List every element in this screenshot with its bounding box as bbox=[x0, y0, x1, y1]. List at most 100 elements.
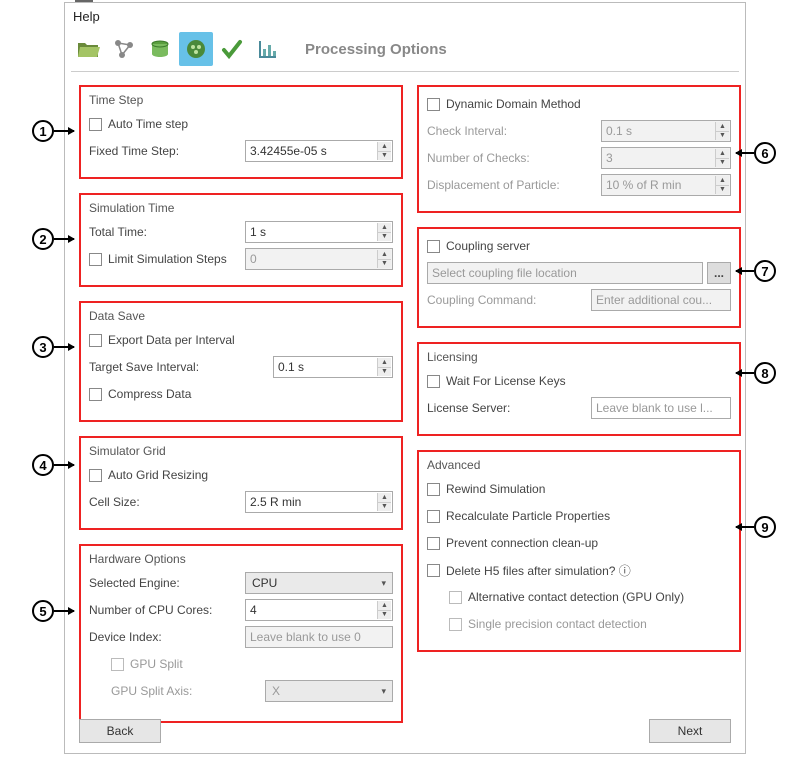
chart-icon[interactable] bbox=[251, 32, 285, 66]
spin-down: ▼ bbox=[715, 131, 729, 141]
delete-h5-label: Delete H5 files after simulation? ⓘ bbox=[446, 562, 731, 579]
rewind-label: Rewind Simulation bbox=[446, 482, 731, 496]
delete-h5-checkbox[interactable] bbox=[427, 564, 440, 577]
value: 0 bbox=[250, 252, 257, 266]
arrow-icon bbox=[54, 610, 74, 612]
displacement-label: Displacement of Particle: bbox=[427, 178, 601, 192]
engine-select[interactable]: CPU ▾ bbox=[245, 572, 393, 594]
open-icon[interactable] bbox=[71, 32, 105, 66]
spin-down[interactable]: ▼ bbox=[377, 502, 391, 512]
engine-label: Selected Engine: bbox=[89, 576, 245, 590]
spin-up: ▲ bbox=[377, 250, 391, 259]
spin-down[interactable]: ▼ bbox=[377, 610, 391, 620]
spin-down: ▼ bbox=[715, 158, 729, 168]
group-ddm: Dynamic Domain Method Check Interval: 0.… bbox=[417, 85, 741, 213]
fixed-timestep-input[interactable]: 3.42455e-05 s ▲▼ bbox=[245, 140, 393, 162]
spin-down: ▼ bbox=[377, 259, 391, 269]
group-title: Hardware Options bbox=[89, 552, 393, 566]
license-server-input[interactable]: Leave blank to use l... bbox=[591, 397, 731, 419]
group-time-step: Time Step Auto Time step Fixed Time Step… bbox=[79, 85, 403, 179]
compress-data-label: Compress Data bbox=[108, 387, 393, 401]
spin-up: ▲ bbox=[715, 176, 729, 185]
arrow-icon bbox=[54, 464, 74, 466]
help-menu[interactable]: Help bbox=[73, 9, 100, 24]
coupling-file-input: Select coupling file location bbox=[427, 262, 703, 284]
spin-up: ▲ bbox=[715, 122, 729, 131]
gpu-axis-label: GPU Split Axis: bbox=[111, 684, 265, 698]
coupling-cmd-input: Enter additional cou... bbox=[591, 289, 731, 311]
cell-size-input[interactable]: 2.5 R min ▲▼ bbox=[245, 491, 393, 513]
spin-down[interactable]: ▼ bbox=[377, 367, 391, 377]
placeholder: Select coupling file location bbox=[432, 266, 577, 280]
target-save-input[interactable]: 0.1 s ▲▼ bbox=[273, 356, 393, 378]
network-icon[interactable] bbox=[107, 32, 141, 66]
annotation-7: 7 bbox=[754, 260, 776, 282]
single-prec-checkbox bbox=[449, 618, 462, 631]
spin-up[interactable]: ▲ bbox=[377, 223, 391, 232]
settings-icon[interactable] bbox=[179, 32, 213, 66]
arrow-icon bbox=[736, 526, 754, 528]
handle bbox=[75, 0, 93, 2]
spin-up[interactable]: ▲ bbox=[377, 358, 391, 367]
coupling-checkbox[interactable] bbox=[427, 240, 440, 253]
browse-button[interactable]: ... bbox=[707, 262, 731, 284]
coupling-title: Coupling server bbox=[446, 239, 731, 253]
wait-license-checkbox[interactable] bbox=[427, 375, 440, 388]
group-data-save: Data Save Export Data per Interval Targe… bbox=[79, 301, 403, 422]
auto-timestep-checkbox[interactable] bbox=[89, 118, 102, 131]
spin-down[interactable]: ▼ bbox=[377, 151, 391, 161]
placeholder: Leave blank to use 0 bbox=[250, 630, 361, 644]
value: 1 s bbox=[250, 225, 266, 239]
arrow-icon bbox=[54, 130, 74, 132]
rewind-checkbox[interactable] bbox=[427, 483, 440, 496]
arrow-icon bbox=[736, 270, 754, 272]
num-checks-input: 3 ▲▼ bbox=[601, 147, 731, 169]
device-index-label: Device Index: bbox=[89, 630, 245, 644]
page-title: Processing Options bbox=[305, 41, 447, 58]
spin-up[interactable]: ▲ bbox=[377, 601, 391, 610]
annotation-4: 4 bbox=[32, 454, 54, 476]
recalc-checkbox[interactable] bbox=[427, 510, 440, 523]
recalc-label: Recalculate Particle Properties bbox=[446, 509, 731, 523]
ddm-checkbox[interactable] bbox=[427, 98, 440, 111]
arrow-icon bbox=[54, 346, 74, 348]
spin-up: ▲ bbox=[715, 149, 729, 158]
cell-size-label: Cell Size: bbox=[89, 495, 245, 509]
target-save-label: Target Save Interval: bbox=[89, 360, 273, 374]
num-checks-label: Number of Checks: bbox=[427, 151, 601, 165]
next-button[interactable]: Next bbox=[649, 719, 731, 743]
prevent-cleanup-label: Prevent connection clean-up bbox=[446, 536, 731, 550]
annotation-3: 3 bbox=[32, 336, 54, 358]
check-icon[interactable] bbox=[215, 32, 249, 66]
fixed-timestep-label: Fixed Time Step: bbox=[89, 144, 245, 158]
spin-up[interactable]: ▲ bbox=[377, 493, 391, 502]
ddm-title: Dynamic Domain Method bbox=[446, 97, 731, 111]
license-server-label: License Server: bbox=[427, 401, 591, 415]
wait-license-label: Wait For License Keys bbox=[446, 374, 731, 388]
cores-input[interactable]: 4 ▲▼ bbox=[245, 599, 393, 621]
value: X bbox=[272, 684, 280, 698]
total-time-input[interactable]: 1 s ▲▼ bbox=[245, 221, 393, 243]
annotation-8: 8 bbox=[754, 362, 776, 384]
arrow-icon bbox=[54, 238, 74, 240]
prevent-cleanup-checkbox[interactable] bbox=[427, 537, 440, 550]
compress-data-checkbox[interactable] bbox=[89, 388, 102, 401]
group-title: Licensing bbox=[427, 350, 731, 364]
limit-steps-checkbox[interactable] bbox=[89, 253, 102, 266]
auto-grid-checkbox[interactable] bbox=[89, 469, 102, 482]
back-button[interactable]: Back bbox=[79, 719, 161, 743]
check-interval-input: 0.1 s ▲▼ bbox=[601, 120, 731, 142]
value: 0.1 s bbox=[606, 124, 632, 138]
gpu-split-label: GPU Split bbox=[130, 657, 393, 671]
placeholder: Enter additional cou... bbox=[596, 293, 712, 307]
group-sim-grid: Simulator Grid Auto Grid Resizing Cell S… bbox=[79, 436, 403, 530]
alt-contact-label: Alternative contact detection (GPU Only) bbox=[468, 590, 731, 604]
value: 3.42455e-05 s bbox=[250, 144, 327, 158]
database-icon[interactable] bbox=[143, 32, 177, 66]
spin-up[interactable]: ▲ bbox=[377, 142, 391, 151]
spin-down[interactable]: ▼ bbox=[377, 232, 391, 242]
export-interval-checkbox[interactable] bbox=[89, 334, 102, 347]
auto-grid-label: Auto Grid Resizing bbox=[108, 468, 393, 482]
limit-steps-label: Limit Simulation Steps bbox=[108, 252, 245, 266]
group-title: Simulation Time bbox=[89, 201, 393, 215]
